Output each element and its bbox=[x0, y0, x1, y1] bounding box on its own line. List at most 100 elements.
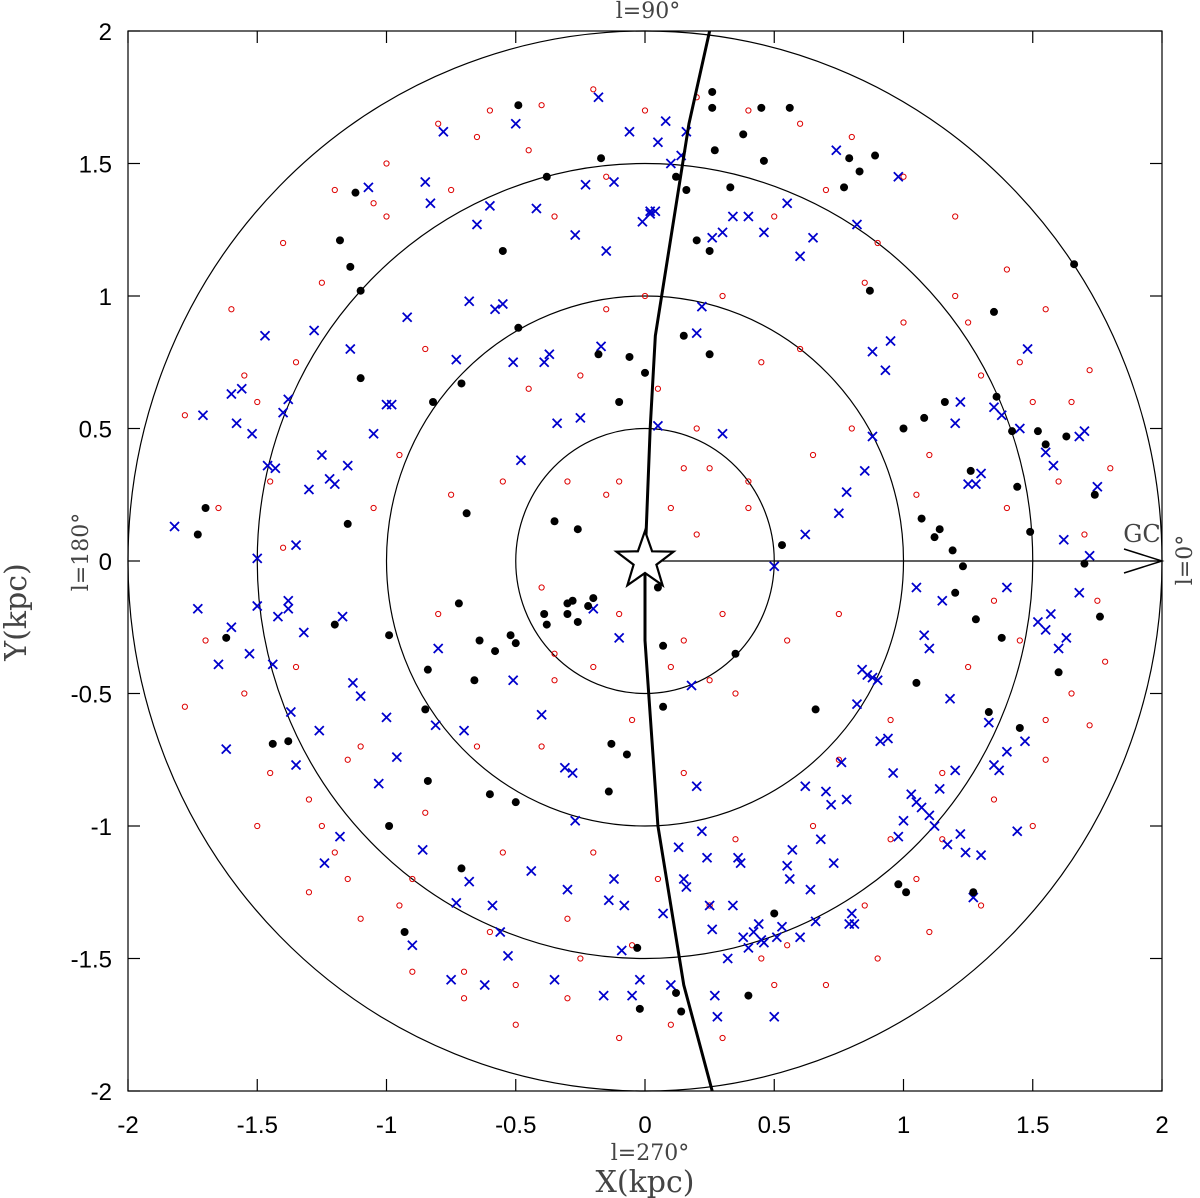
data-point-open bbox=[809, 451, 817, 459]
data-point-cross bbox=[776, 921, 788, 932]
data-point-open bbox=[305, 796, 313, 803]
data-point-open bbox=[499, 478, 506, 485]
x-tick-label: 0 bbox=[638, 1112, 651, 1139]
data-point-cross bbox=[283, 595, 294, 606]
data-point-filled bbox=[421, 705, 430, 714]
data-point-open bbox=[357, 743, 364, 750]
data-point-cross bbox=[833, 508, 845, 519]
data-point-cross bbox=[471, 219, 483, 230]
y-tick-label: 1 bbox=[99, 284, 112, 311]
data-point-filled bbox=[635, 1004, 644, 1013]
data-point-cross bbox=[893, 171, 904, 182]
data-point-cross bbox=[794, 251, 806, 262]
data-point-cross bbox=[570, 229, 581, 241]
data-point-cross bbox=[1084, 550, 1095, 561]
data-point-cross bbox=[994, 765, 1005, 776]
data-point-open bbox=[887, 716, 894, 724]
data-point-cross bbox=[681, 881, 692, 893]
data-point-cross bbox=[1012, 826, 1023, 837]
data-point-filled bbox=[912, 678, 921, 687]
data-point-cross bbox=[368, 428, 379, 439]
data-point-cross bbox=[707, 232, 718, 243]
data-point-cross bbox=[451, 897, 462, 908]
data-point-cross bbox=[539, 357, 550, 368]
data-point-cross bbox=[1074, 587, 1085, 598]
data-point-open bbox=[693, 425, 700, 432]
data-point-cross bbox=[810, 916, 821, 927]
data-point-open bbox=[370, 200, 377, 207]
data-point-cross bbox=[701, 852, 713, 863]
data-point-cross bbox=[544, 349, 555, 360]
data-point-filled bbox=[731, 649, 740, 658]
data-point-filled bbox=[633, 943, 642, 952]
data-point-cross bbox=[652, 420, 664, 431]
data-point-cross bbox=[691, 781, 702, 792]
data-point-cross bbox=[531, 203, 542, 214]
data-point-open bbox=[564, 995, 571, 1002]
data-point-open bbox=[874, 955, 881, 962]
data-point-cross bbox=[1045, 608, 1056, 620]
data-point-cross bbox=[1061, 632, 1072, 643]
data-point-cross bbox=[916, 802, 927, 813]
data-point-filled bbox=[550, 517, 559, 526]
data-point-filled bbox=[1090, 490, 1099, 499]
data-point-cross bbox=[381, 399, 392, 410]
data-point-open bbox=[305, 889, 313, 896]
data-point-filled bbox=[573, 525, 582, 534]
data-point-open bbox=[1094, 597, 1101, 604]
data-point-filled bbox=[1041, 440, 1050, 449]
data-point-open bbox=[1042, 756, 1049, 763]
annotation-l0: l=0° bbox=[1173, 535, 1198, 585]
data-point-cross bbox=[308, 325, 320, 336]
data-point-filled bbox=[625, 352, 634, 361]
data-point-open bbox=[448, 491, 455, 498]
data-point-open bbox=[822, 186, 830, 194]
data-point-filled bbox=[778, 541, 787, 550]
data-point-filled bbox=[222, 633, 231, 642]
data-point-cross bbox=[373, 778, 384, 789]
data-point-cross bbox=[1092, 481, 1103, 492]
data-point-open bbox=[913, 491, 920, 498]
data-point-open bbox=[693, 531, 700, 538]
gc-label: GC bbox=[1123, 520, 1161, 548]
data-point-cross bbox=[831, 145, 842, 156]
data-point-cross bbox=[252, 600, 263, 612]
data-point-filled bbox=[615, 398, 624, 406]
data-point-filled bbox=[1033, 427, 1042, 436]
data-point-filled bbox=[958, 562, 967, 571]
data-point-cross bbox=[445, 974, 457, 985]
data-point-cross bbox=[290, 539, 302, 551]
data-point-cross bbox=[355, 691, 366, 702]
data-point-cross bbox=[867, 672, 878, 683]
data-point-cross bbox=[769, 1011, 780, 1022]
data-point-open bbox=[344, 875, 351, 883]
data-point-open bbox=[732, 836, 739, 843]
data-point-cross bbox=[988, 402, 1000, 413]
data-point-filled bbox=[284, 737, 293, 746]
data-point-open bbox=[577, 372, 584, 379]
data-point-cross bbox=[430, 720, 441, 731]
data-point-open bbox=[1016, 637, 1023, 644]
y-tick-label: 0 bbox=[99, 549, 112, 576]
data-point-filled bbox=[845, 154, 854, 163]
data-point-cross bbox=[502, 950, 514, 961]
data-point-open bbox=[719, 1034, 726, 1042]
data-point-open bbox=[383, 160, 390, 167]
data-point-cross bbox=[489, 304, 501, 315]
data-point-filled bbox=[506, 631, 515, 640]
data-point-cross bbox=[735, 857, 746, 869]
data-point-filled bbox=[811, 705, 820, 714]
data-point-cross bbox=[934, 783, 945, 795]
annotation-l270: l=270° bbox=[611, 1141, 689, 1166]
data-point-filled bbox=[969, 888, 978, 897]
data-point-cross bbox=[236, 383, 247, 394]
data-point-cross bbox=[983, 717, 994, 728]
data-point-cross bbox=[231, 418, 242, 429]
data-point-filled bbox=[971, 615, 980, 624]
data-point-filled bbox=[584, 602, 593, 611]
data-point-cross bbox=[820, 786, 832, 797]
data-point-open bbox=[1042, 306, 1049, 313]
data-point-cross bbox=[334, 831, 346, 842]
data-point-open bbox=[473, 133, 481, 141]
data-point-cross bbox=[536, 709, 547, 720]
